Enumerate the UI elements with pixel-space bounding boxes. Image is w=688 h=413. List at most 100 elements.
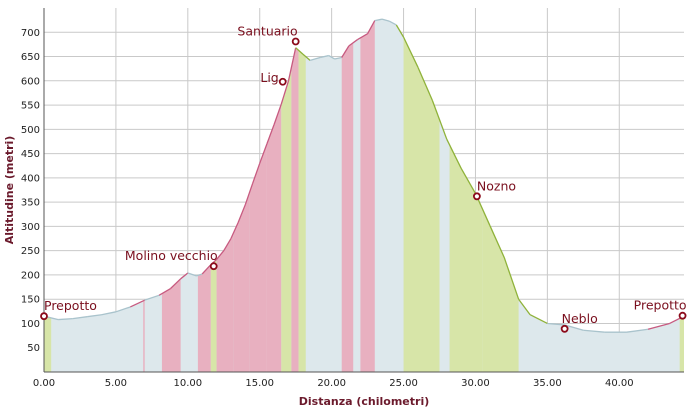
profile-line-segment bbox=[431, 99, 448, 140]
y-tick-label: 150 bbox=[21, 295, 40, 306]
slope-band bbox=[266, 104, 282, 372]
waypoints: Prepotto Molino vecchio Lig Santuario Nozno N… bbox=[40, 23, 687, 333]
profile-line-segment bbox=[348, 39, 358, 47]
slope-band bbox=[291, 48, 299, 372]
x-tick-labels: 0.00 5.00 10.00 15.00 20.00 25.00 30.00 35.00 40… bbox=[33, 378, 634, 389]
x-tick-label: 40.00 bbox=[605, 378, 634, 389]
slope-band bbox=[44, 316, 52, 372]
profile-line-segment bbox=[446, 138, 462, 169]
profile-line-segment bbox=[334, 56, 342, 60]
profile-line-segment bbox=[529, 314, 548, 325]
waypoint-marker bbox=[291, 37, 300, 46]
y-tick-label: 700 bbox=[21, 28, 40, 39]
y-tick-label: 450 bbox=[21, 149, 40, 160]
profile-line-segment bbox=[230, 222, 239, 239]
profile-line-segment bbox=[273, 103, 282, 125]
waypoint-label: Nozno bbox=[477, 178, 516, 193]
waypoint-marker bbox=[472, 192, 481, 201]
waypoint-marker bbox=[560, 324, 569, 333]
y-tick-label: 550 bbox=[21, 101, 40, 112]
waypoint-label: Lig bbox=[260, 70, 278, 85]
profile-line-segment bbox=[130, 299, 145, 308]
profile-line-segment bbox=[280, 80, 290, 105]
profile-line-segment bbox=[302, 53, 311, 61]
profile-line-segment bbox=[503, 257, 520, 300]
profile-line-segment bbox=[395, 24, 405, 38]
profile-line-segment bbox=[647, 322, 670, 330]
profile-line-segment bbox=[518, 298, 531, 316]
slope-band bbox=[161, 278, 181, 372]
y-tick-label: 250 bbox=[21, 246, 40, 257]
profile-line-segment bbox=[460, 167, 477, 194]
profile-line-segment bbox=[58, 317, 73, 321]
profile-line-segment bbox=[357, 33, 368, 41]
axes bbox=[43, 8, 684, 373]
profile-line-segment bbox=[201, 265, 210, 275]
profile-line-segment bbox=[374, 18, 383, 22]
y-tick-label: 650 bbox=[21, 52, 40, 63]
waypoint-label: Santuario bbox=[237, 23, 297, 38]
profile-line-segment bbox=[287, 47, 297, 81]
profile-line-segment bbox=[87, 314, 102, 318]
profile-line-segment bbox=[237, 204, 246, 223]
x-tick-label: 30.00 bbox=[461, 378, 490, 389]
y-tick-label: 600 bbox=[21, 76, 40, 87]
profile-line-segment bbox=[101, 311, 117, 316]
slope-band bbox=[143, 300, 145, 372]
profile-line-segment bbox=[244, 183, 254, 205]
profile-line-segment bbox=[144, 294, 160, 301]
profile-line-segment bbox=[367, 20, 376, 35]
waypoint-marker bbox=[40, 312, 48, 321]
profile-line-segment bbox=[158, 287, 171, 296]
slope-band bbox=[360, 20, 375, 373]
y-tick-label: 50 bbox=[27, 343, 40, 354]
x-axis-label: Distanza (chilometri) bbox=[299, 395, 430, 408]
y-axis-label: Altitudine (metri) bbox=[3, 136, 16, 245]
slope-band bbox=[482, 209, 519, 372]
profile-line-segment bbox=[72, 316, 88, 320]
profile-line-segment bbox=[266, 124, 275, 145]
slope-band bbox=[216, 232, 234, 372]
slope-band bbox=[298, 50, 306, 372]
x-tick-label: 0.00 bbox=[33, 378, 55, 389]
profile-line-segment bbox=[381, 18, 390, 22]
profile-line-segment bbox=[626, 328, 649, 333]
profile-line-segment bbox=[259, 143, 268, 164]
slope-band bbox=[233, 192, 250, 372]
profile-line-segment bbox=[547, 322, 565, 326]
profile-line-segment bbox=[251, 163, 261, 184]
x-tick-label: 5.00 bbox=[105, 378, 127, 389]
x-tick-label: 15.00 bbox=[245, 378, 274, 389]
profile-line-segment bbox=[328, 55, 335, 60]
profile-line-segment bbox=[216, 250, 225, 260]
slope-band bbox=[449, 144, 483, 372]
x-tick-label: 35.00 bbox=[533, 378, 562, 389]
colored-bands bbox=[43, 18, 685, 373]
y-tick-label: 500 bbox=[21, 125, 40, 136]
profile-line-segment bbox=[489, 225, 505, 258]
waypoint-marker bbox=[278, 77, 287, 86]
slope-band bbox=[210, 259, 217, 372]
x-tick-label: 25.00 bbox=[389, 378, 418, 389]
x-tick-label: 10.00 bbox=[173, 378, 202, 389]
profile-line-segment bbox=[583, 329, 605, 333]
slope-band bbox=[281, 67, 292, 372]
profile-line-segment bbox=[295, 47, 304, 55]
profile-line-segment bbox=[170, 278, 182, 289]
waypoint-label: Molino vecchio bbox=[125, 248, 218, 263]
slope-band bbox=[197, 264, 211, 372]
slope-band bbox=[249, 143, 267, 372]
slope-band bbox=[341, 42, 354, 373]
y-tick-label: 300 bbox=[21, 222, 40, 233]
waypoint-marker bbox=[678, 311, 687, 320]
y-tick-label: 350 bbox=[21, 198, 40, 209]
x-tick-label: 20.00 bbox=[317, 378, 346, 389]
profile-line-segment bbox=[417, 66, 433, 101]
profile-line-segment bbox=[341, 45, 350, 58]
profile-line-segment bbox=[115, 306, 131, 313]
slope-band bbox=[403, 37, 440, 373]
slope-band bbox=[679, 316, 684, 372]
y-tick-label: 400 bbox=[21, 173, 40, 184]
